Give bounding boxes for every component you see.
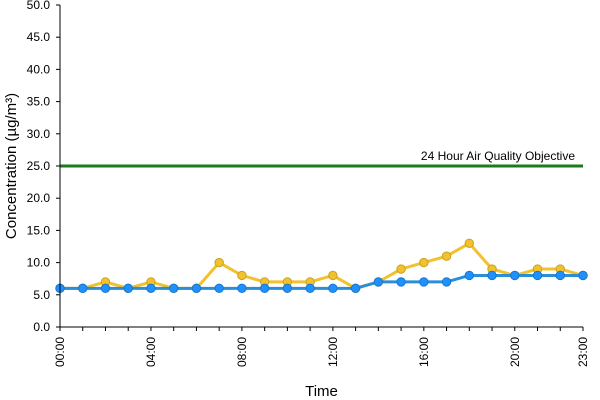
series-group (55, 238, 588, 294)
y-tick-label: 0.0 (33, 320, 50, 334)
y-tick-label: 45.0 (27, 30, 51, 44)
y-tick-label: 15.0 (27, 223, 51, 237)
x-axis-title: Time (305, 383, 338, 400)
data-point (419, 257, 429, 268)
y-tick-label: 25.0 (27, 159, 51, 173)
data-point (328, 270, 338, 281)
data-point (123, 283, 133, 294)
series-line (60, 241, 584, 290)
series-2 (55, 270, 588, 294)
y-tick-label: 35.0 (27, 95, 51, 109)
y-tick-label: 10.0 (27, 256, 51, 270)
y-tick-label: 5.0 (33, 288, 50, 302)
x-tick-label: 00:00 (53, 337, 67, 367)
data-point (168, 283, 179, 294)
data-point (441, 251, 452, 261)
data-point (214, 283, 224, 294)
data-point (237, 270, 247, 281)
data-point (441, 277, 452, 287)
data-point (78, 283, 88, 294)
data-point (191, 283, 202, 294)
data-point (214, 257, 224, 268)
data-point (555, 270, 565, 281)
x-tick-label: 12:00 (326, 337, 340, 367)
x-tick-label: 16:00 (417, 337, 431, 367)
data-point (259, 283, 270, 294)
data-point (373, 277, 384, 287)
data-point (146, 283, 156, 294)
x-tick-label: 08:00 (235, 337, 249, 367)
x-tick-label: 04:00 (144, 337, 158, 367)
data-point (305, 283, 315, 294)
data-point (396, 277, 406, 287)
data-point (100, 283, 111, 294)
data-point (396, 264, 406, 274)
data-point (282, 283, 293, 294)
data-point (350, 283, 361, 294)
data-point (464, 270, 475, 281)
y-axis-ticks: 0.0 5.0 10.0 15.0 20.0 25.0 30.0 35.0 40.0 45.0 50… (27, 0, 60, 334)
data-point (487, 270, 497, 281)
data-point (328, 283, 338, 294)
series-1 (55, 238, 588, 294)
y-tick-label: 50.0 (27, 0, 51, 12)
y-tick-label: 20.0 (27, 191, 51, 205)
y-tick-label: 40.0 (27, 62, 51, 76)
data-point (237, 283, 247, 294)
y-tick-label: 30.0 (27, 127, 51, 141)
reference-line-label: 24 Hour Air Quality Objective (421, 149, 575, 163)
x-tick-label: 20:00 (508, 337, 522, 367)
x-axis-ticks: 00:00 04:00 08:00 12:00 16:00 20:00 23:00 (53, 327, 590, 367)
reference-line-group: 24 Hour Air Quality Objective (60, 149, 583, 168)
data-point (464, 238, 475, 248)
data-point (532, 270, 543, 281)
x-tick-label: 23:00 (576, 337, 590, 367)
data-point (578, 270, 588, 281)
data-point (419, 277, 429, 287)
y-axis-title: Concentration (µg/m³) (3, 93, 20, 239)
data-point (510, 270, 520, 281)
